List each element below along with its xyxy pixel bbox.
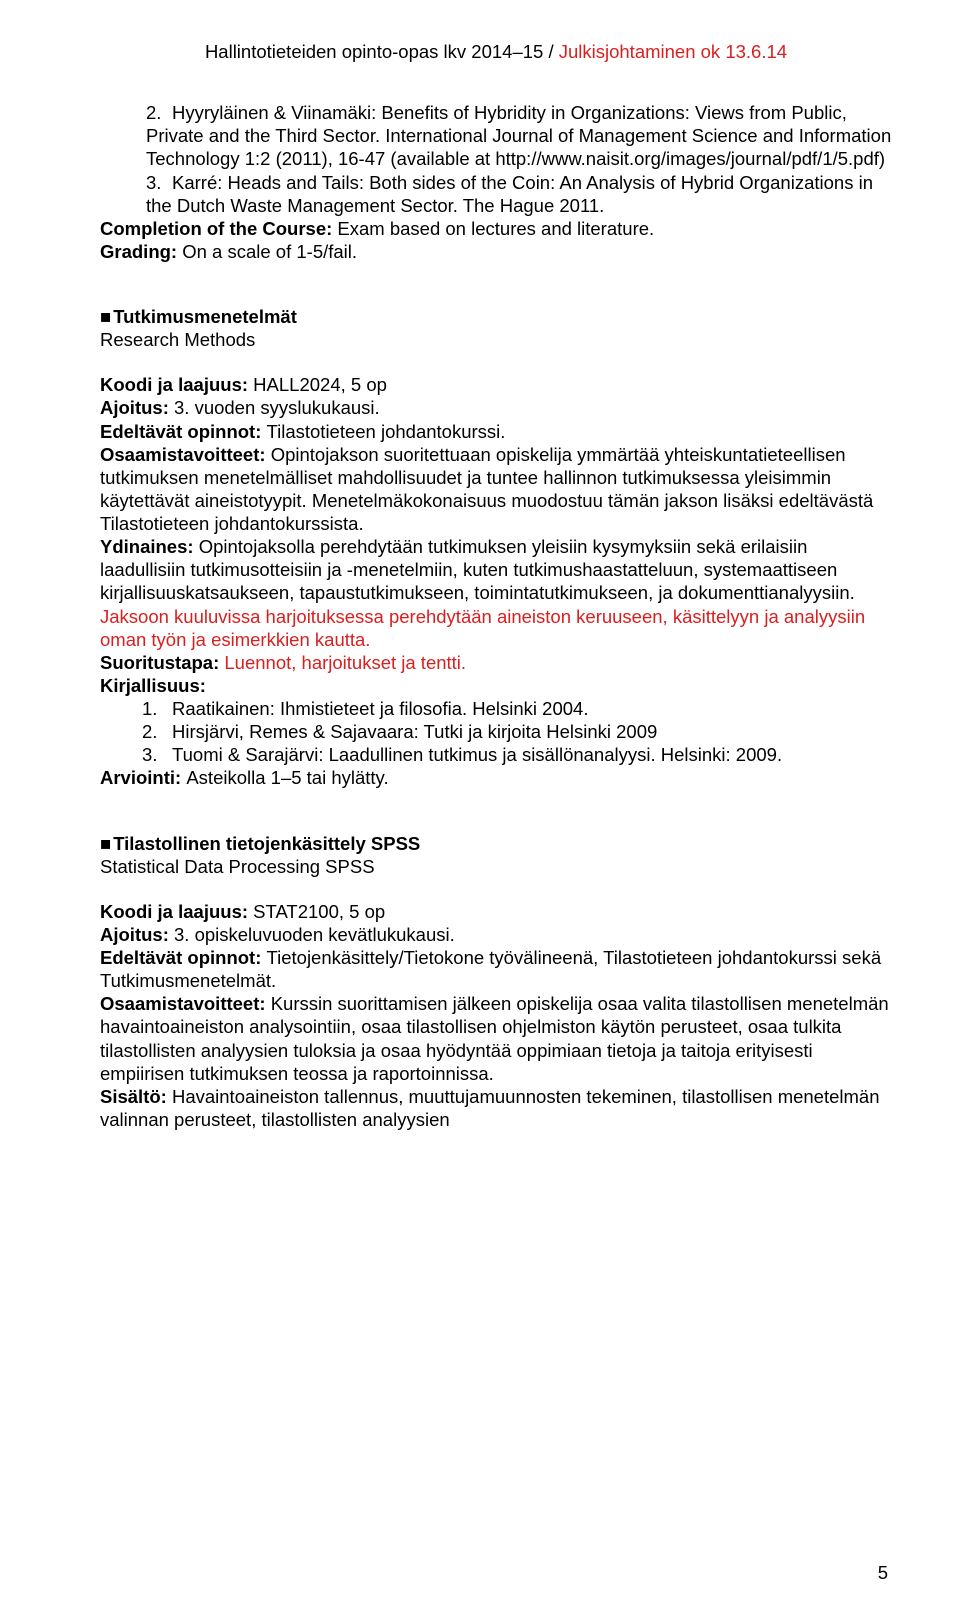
sec2-title: Tilastollinen tietojenkäsittely SPSS: [113, 833, 420, 854]
sec2-subtitle: Statistical Data Processing SPSS: [100, 855, 892, 878]
sisalto-label: Sisältö:: [100, 1086, 172, 1107]
sec2-osaamis: Osaamistavoitteet: Kurssin suorittamisen…: [100, 992, 892, 1085]
sec1-arviointi: Arviointi: Asteikolla 1–5 tai hylätty.: [100, 766, 892, 789]
kirj-txt-3: Tuomi & Sarajärvi: Laadullinen tutkimus …: [172, 743, 892, 766]
ajoitus-text: 3. vuoden syyslukukausi.: [174, 397, 380, 418]
arv-text: Asteikolla 1–5 tai hylätty.: [186, 767, 388, 788]
edeltavat-text: Tilastotieteen johdantokurssi.: [267, 421, 506, 442]
top-block: 2.Hyyryläinen & Viinamäki: Benefits of H…: [100, 101, 892, 263]
kirj-txt-1: Raatikainen: Ihmistieteet ja filosofia. …: [172, 697, 892, 720]
ajoitus-label: Ajoitus:: [100, 397, 174, 418]
sisalto-text: Havaintoaineiston tallennus, muuttujamuu…: [100, 1086, 880, 1130]
square-icon: ■: [100, 305, 111, 328]
kirj-list: 1. Raatikainen: Ihmistieteet ja filosofi…: [100, 697, 892, 766]
num-2: 2.: [146, 101, 172, 124]
ydin-red: Jaksoon kuuluvissa harjoituksessa perehd…: [100, 606, 865, 650]
square-icon: ■: [100, 832, 111, 855]
suoritus-text: Luennot, harjoitukset ja tentti.: [224, 652, 466, 673]
sec2-ajoitus: Ajoitus: 3. opiskeluvuoden kevätlukukaus…: [100, 923, 892, 946]
grading-text: On a scale of 1-5/fail.: [182, 241, 357, 262]
completion-label: Completion of the Course:: [100, 218, 337, 239]
list-item-2: 2.Hyyryläinen & Viinamäki: Benefits of H…: [100, 101, 892, 170]
list-item-3: 3.Karré: Heads and Tails: Both sides of …: [100, 171, 892, 217]
suoritus-label: Suoritustapa:: [100, 652, 224, 673]
sec1-ajoitus: Ajoitus: 3. vuoden syyslukukausi.: [100, 396, 892, 419]
osaamis-label: Osaamistavoitteet:: [100, 993, 271, 1014]
edeltavat-label: Edeltävät opinnot:: [100, 947, 267, 968]
grading-line: Grading: On a scale of 1-5/fail.: [100, 240, 892, 263]
section-spss: ■Tilastollinen tietojenkäsittely SPSS St…: [100, 832, 892, 1132]
kirj-num-2: 2.: [142, 720, 172, 743]
sec1-koodi: Koodi ja laajuus: HALL2024, 5 op: [100, 373, 892, 396]
kirj-row-1: 1. Raatikainen: Ihmistieteet ja filosofi…: [142, 697, 892, 720]
sec1-osaamis: Osaamistavoitteet: Opintojakson suoritet…: [100, 443, 892, 536]
osaamis-label: Osaamistavoitteet:: [100, 444, 271, 465]
section-tutkimusmenetelmat: ■Tutkimusmenetelmät Research Methods Koo…: [100, 305, 892, 790]
sec2-sisalto: Sisältö: Havaintoaineiston tallennus, mu…: [100, 1085, 892, 1131]
sec2-edeltavat: Edeltävät opinnot: Tietojenkäsittely/Tie…: [100, 946, 892, 992]
sec1-title: Tutkimusmenetelmät: [113, 306, 297, 327]
grading-label: Grading:: [100, 241, 182, 262]
koodi-text: HALL2024, 5 op: [253, 374, 387, 395]
sec1-subtitle: Research Methods: [100, 328, 892, 351]
header-black: Hallintotieteiden opinto-opas lkv 2014–1…: [205, 41, 559, 62]
sec1-edeltavat: Edeltävät opinnot: Tilastotieteen johdan…: [100, 420, 892, 443]
ydin-label: Ydinaines:: [100, 536, 199, 557]
page-header: Hallintotieteiden opinto-opas lkv 2014–1…: [100, 40, 892, 63]
edeltavat-label: Edeltävät opinnot:: [100, 421, 267, 442]
koodi-label: Koodi ja laajuus:: [100, 374, 253, 395]
koodi-text: STAT2100, 5 op: [253, 901, 385, 922]
page-number: 5: [878, 1561, 888, 1584]
ydin-text: Opintojaksolla perehdytään tutkimuksen y…: [100, 536, 855, 603]
completion-text: Exam based on lectures and literature.: [337, 218, 654, 239]
item3-text: Karré: Heads and Tails: Both sides of th…: [146, 172, 873, 216]
koodi-label: Koodi ja laajuus:: [100, 901, 253, 922]
arv-label: Arviointi:: [100, 767, 186, 788]
kirj-txt-2: Hirsjärvi, Remes & Sajavaara: Tutki ja k…: [172, 720, 892, 743]
sec2-title-row: ■Tilastollinen tietojenkäsittely SPSS: [100, 832, 892, 855]
ajoitus-label: Ajoitus:: [100, 924, 174, 945]
completion-line: Completion of the Course: Exam based on …: [100, 217, 892, 240]
header-red: Julkisjohtaminen ok 13.6.14: [559, 41, 787, 62]
kirj-label: Kirjallisuus:: [100, 674, 892, 697]
kirj-num-3: 3.: [142, 743, 172, 766]
sec1-suoritus: Suoritustapa: Luennot, harjoitukset ja t…: [100, 651, 892, 674]
kirj-num-1: 1.: [142, 697, 172, 720]
sec2-koodi: Koodi ja laajuus: STAT2100, 5 op: [100, 900, 892, 923]
num-3: 3.: [146, 171, 172, 194]
ajoitus-text: 3. opiskeluvuoden kevätlukukausi.: [174, 924, 455, 945]
sec1-title-row: ■Tutkimusmenetelmät: [100, 305, 892, 328]
kirj-row-3: 3. Tuomi & Sarajärvi: Laadullinen tutkim…: [142, 743, 892, 766]
kirj-row-2: 2. Hirsjärvi, Remes & Sajavaara: Tutki j…: [142, 720, 892, 743]
sec1-ydin: Ydinaines: Opintojaksolla perehdytään tu…: [100, 535, 892, 651]
